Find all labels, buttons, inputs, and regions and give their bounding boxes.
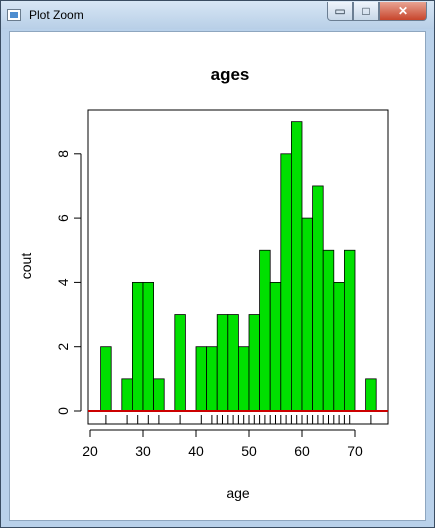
- histogram-bar: [343, 249, 356, 412]
- window-title: Plot Zoom: [29, 8, 84, 22]
- histogram-bar: [195, 346, 207, 412]
- x-tick-label: 20: [82, 443, 98, 459]
- histogram-bar: [142, 281, 154, 412]
- histogram-bar: [259, 249, 271, 412]
- rug-marks: [105, 415, 372, 424]
- y-axis: 0 2 4 6 8: [55, 150, 82, 415]
- histogram-bar: [121, 378, 133, 412]
- histogram-chart: ages age cout 20 30 40 50 60 70 0 2 4 6 8: [18, 65, 389, 501]
- histogram-bar: [174, 314, 186, 412]
- histogram-bar: [322, 249, 335, 412]
- histogram-bar: [227, 314, 239, 412]
- x-tick-label: 40: [188, 443, 204, 459]
- app-window-icon: [7, 9, 21, 21]
- bars-group: [88, 121, 388, 412]
- maximize-button[interactable]: □: [353, 2, 379, 21]
- title-bar[interactable]: Plot Zoom ▭ □ ✕: [1, 1, 434, 29]
- x-tick-label: 70: [347, 443, 363, 459]
- histogram-bar: [290, 121, 303, 412]
- y-tick-label: 2: [55, 343, 71, 351]
- histogram-bar: [153, 378, 165, 412]
- histogram-bar: [132, 281, 144, 412]
- chart-title: ages: [211, 65, 250, 84]
- close-icon: ✕: [397, 4, 409, 18]
- histogram-bar: [301, 217, 314, 412]
- y-tick-label: 6: [55, 214, 71, 222]
- histogram-bar: [248, 314, 260, 412]
- x-tick-label: 30: [135, 443, 151, 459]
- plot-area: ages age cout 20 30 40 50 60 70 0 2 4 6 8: [9, 31, 426, 521]
- x-tick-label: 50: [241, 443, 257, 459]
- histogram-bar: [269, 281, 282, 412]
- maximize-icon: □: [362, 4, 370, 18]
- histogram-bar: [206, 346, 218, 412]
- histogram-bar: [365, 378, 377, 412]
- histogram-bar: [216, 314, 229, 412]
- y-tick-label: 0: [55, 407, 71, 415]
- histogram-bar: [280, 153, 292, 412]
- minimize-icon: ▭: [334, 4, 346, 18]
- y-tick-label: 4: [55, 278, 71, 286]
- histogram-bar: [237, 346, 250, 412]
- x-axis-label: age: [226, 485, 250, 501]
- histogram-bar: [333, 281, 345, 412]
- minimize-button[interactable]: ▭: [327, 2, 353, 21]
- x-tick-label: 60: [294, 443, 310, 459]
- histogram-bar: [312, 185, 324, 412]
- y-axis-label: cout: [18, 253, 34, 280]
- close-button[interactable]: ✕: [379, 2, 427, 21]
- histogram-bar: [100, 346, 112, 412]
- y-tick-label: 8: [55, 150, 71, 158]
- x-axis: 20 30 40 50 60 70: [82, 429, 363, 459]
